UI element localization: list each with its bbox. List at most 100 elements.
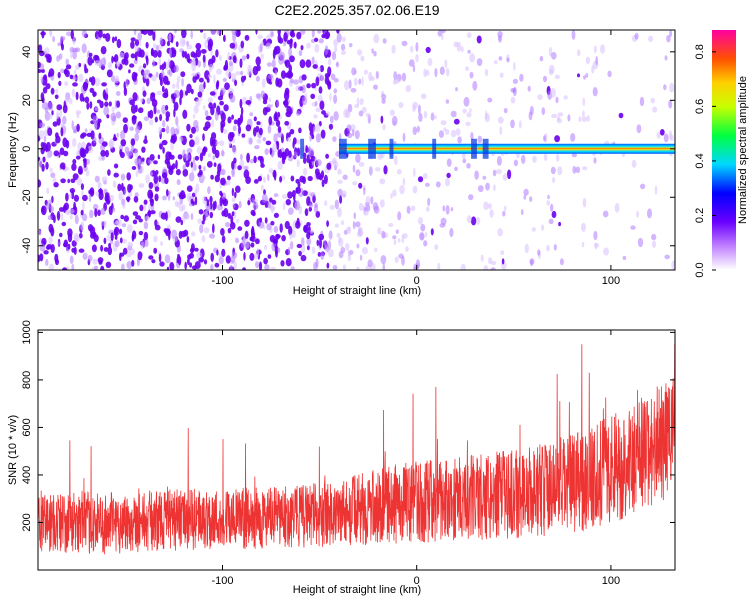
spectrogram-cell xyxy=(47,215,53,221)
spectrogram-cell xyxy=(148,119,154,126)
spectrogram-cell xyxy=(153,235,158,243)
spectrogram-cell xyxy=(219,100,225,106)
spectrogram-cell xyxy=(342,190,347,198)
spectrogram-cell xyxy=(314,37,319,42)
spectrogram-cell xyxy=(73,129,77,134)
spectrogram-cell xyxy=(519,73,524,82)
spectrogram-cell xyxy=(379,153,385,159)
spectrogram-cell xyxy=(134,148,138,158)
spectrogram-cell xyxy=(78,62,82,68)
spectrogram-cell xyxy=(225,255,231,264)
spectrogram-cell xyxy=(392,235,397,240)
spectrogram-cell xyxy=(212,201,216,211)
spectrogram-cell xyxy=(499,72,504,78)
spectrogram-cell xyxy=(222,77,227,82)
spectrogram-cell xyxy=(107,61,113,69)
spectrogram-cell xyxy=(287,207,294,215)
spectrogram-cell xyxy=(207,186,211,195)
spectrogram-cell xyxy=(540,224,545,231)
spectrogram-cell xyxy=(334,45,338,53)
spectrogram-y-tick-label: 20 xyxy=(21,94,33,106)
spectrogram-cell xyxy=(455,87,458,92)
spectrogram-cell xyxy=(320,129,326,139)
spectrogram-cell xyxy=(50,87,55,95)
spectrogram-cell xyxy=(73,194,79,202)
spectrogram-cell xyxy=(556,153,560,162)
spectrogram-cell xyxy=(201,220,205,225)
spectrogram-cell xyxy=(502,210,506,217)
spectrogram-cell xyxy=(284,87,290,96)
spectrogram-cell xyxy=(524,243,529,254)
spectrogram-cell xyxy=(330,73,336,81)
spectrogram-cell xyxy=(200,49,207,54)
spectrogram-cell xyxy=(154,186,160,192)
spectrogram-cell xyxy=(498,56,503,61)
spectrogram-cell xyxy=(462,108,467,114)
spectrogram-cell xyxy=(483,265,489,270)
spectrogram-cell xyxy=(255,75,260,82)
spectrogram-cell xyxy=(166,266,170,270)
spectrogram-cell xyxy=(155,170,159,175)
spectrogram-cell xyxy=(402,233,408,239)
spectrogram-cell xyxy=(45,144,49,153)
spectrogram-cell xyxy=(71,163,77,172)
spectrogram-cell xyxy=(64,68,68,75)
spectrogram-cell xyxy=(168,167,174,176)
spectrogram-cell xyxy=(333,77,339,83)
spectrogram-cell xyxy=(234,237,238,241)
spectrogram-cell xyxy=(318,86,323,94)
spectrogram-cell xyxy=(570,133,576,142)
spectrogram-cell xyxy=(282,202,286,211)
spectrogram-cell xyxy=(352,181,357,186)
spectrogram-cell xyxy=(185,213,190,220)
spectrogram-cell xyxy=(182,89,186,98)
spectrogram-cell xyxy=(205,203,211,211)
spectrogram-cell xyxy=(139,204,144,212)
spectrogram-cell xyxy=(295,186,302,194)
spectrogram-cell xyxy=(229,264,233,270)
spectrogram-cell xyxy=(216,30,220,35)
spectrogram-cell xyxy=(276,140,280,150)
spectrogram-cell xyxy=(347,226,351,235)
spectrogram-cell xyxy=(255,56,261,66)
spectrogram-cell xyxy=(374,247,378,253)
spectrogram-cell xyxy=(138,183,145,188)
spectrogram-cell xyxy=(454,166,458,172)
spectrogram-frame xyxy=(37,29,676,271)
spectrogram-cell xyxy=(190,59,197,66)
spectrogram-cell xyxy=(298,250,302,257)
spectrogram-cell xyxy=(315,133,321,143)
spectrogram-cell xyxy=(164,254,171,264)
spectrogram-cell xyxy=(243,251,246,261)
spectrogram-cell xyxy=(305,59,312,68)
spectrogram-cell xyxy=(368,71,373,82)
spectrogram-cell xyxy=(306,154,310,164)
spectrogram-cell xyxy=(194,188,198,195)
spectrogram-cell xyxy=(373,205,380,214)
spectrogram-cell xyxy=(239,98,243,109)
spectrogram-cell xyxy=(149,154,155,161)
spectrogram-cell xyxy=(393,239,397,246)
spectrogram-cell xyxy=(46,101,53,111)
spectrogram-cell xyxy=(240,70,244,76)
spectrogram-x-tick-label: 100 xyxy=(602,275,620,287)
spectrogram-cell xyxy=(49,167,53,173)
spectrogram-cell xyxy=(180,71,186,78)
spectrogram-cell xyxy=(557,112,564,117)
spectrogram-cell xyxy=(543,153,548,162)
spectrogram-cell xyxy=(314,43,320,53)
spectrogram-cell xyxy=(640,183,646,190)
spectrogram-cell xyxy=(115,111,122,119)
spectrogram-cell xyxy=(289,241,294,250)
spectrogram-cell xyxy=(320,251,325,260)
spectrogram-cell xyxy=(284,120,290,126)
spectrogram-cell xyxy=(228,87,234,94)
spectrogram-cell xyxy=(100,265,105,270)
spectrogram-cell xyxy=(228,140,232,146)
spectrogram-cell xyxy=(137,107,144,114)
spectrogram-cell xyxy=(257,175,262,182)
spectrogram-cell xyxy=(358,202,364,211)
spectrogram-cell xyxy=(279,223,283,233)
colorbar-tick-label: 0.6 xyxy=(694,99,706,114)
spectrogram-cell xyxy=(52,121,58,127)
